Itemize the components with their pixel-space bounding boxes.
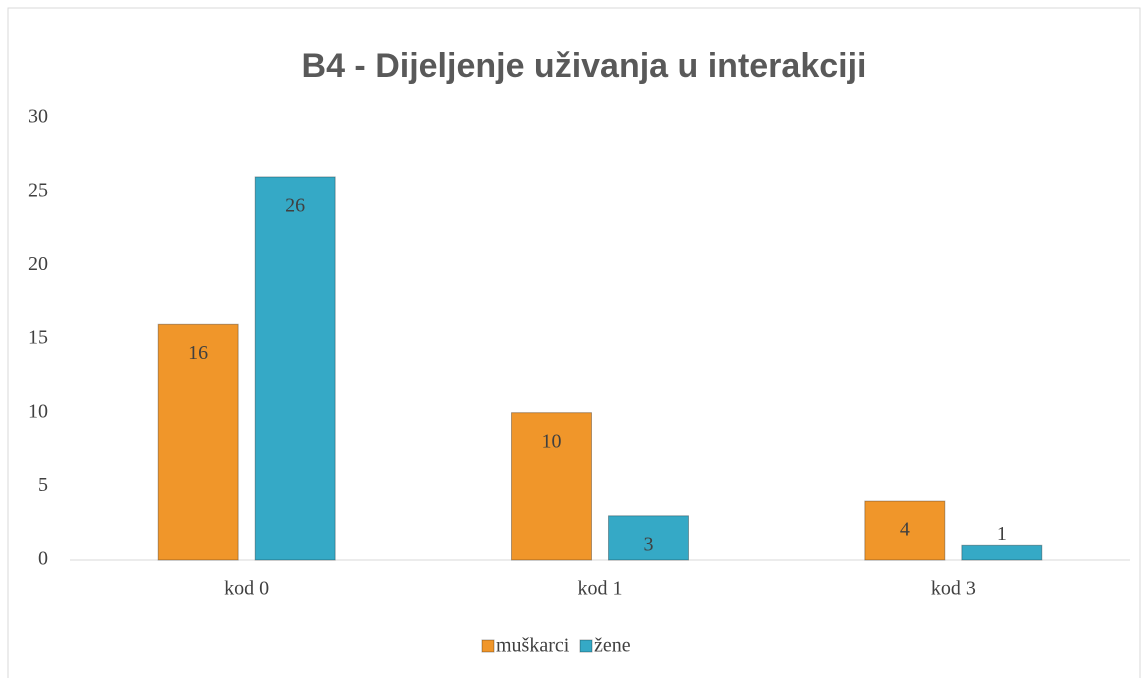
y-tick-label: 5 [38, 474, 48, 496]
legend-swatch [579, 639, 593, 653]
x-tick-label: kod 1 [578, 578, 623, 600]
y-tick-label: 30 [28, 106, 48, 128]
data-label: 4 [900, 519, 910, 541]
y-tick-label: 20 [28, 253, 48, 275]
bar [511, 412, 592, 561]
y-tick-label: 25 [28, 179, 48, 201]
legend-swatch [481, 639, 495, 653]
y-tick-label: 10 [28, 400, 48, 422]
data-label: 16 [188, 342, 208, 364]
bar [254, 176, 336, 561]
data-label: 1 [997, 523, 1007, 545]
bar [157, 323, 239, 561]
y-tick-label: 15 [28, 327, 48, 349]
data-label: 10 [542, 430, 562, 452]
bar [608, 515, 689, 561]
y-tick-label: 0 [38, 548, 48, 570]
x-tick-label: kod 0 [224, 578, 269, 600]
legend-label: muškarci [496, 635, 570, 657]
bar [864, 500, 946, 561]
chart-title: B4 - Dijeljenje uživanja u interakciji [302, 47, 867, 85]
data-label: 26 [285, 195, 305, 217]
bar [961, 544, 1043, 561]
legend-label: žene [594, 635, 631, 657]
x-tick-label: kod 3 [931, 578, 976, 600]
data-label: 3 [644, 533, 654, 555]
